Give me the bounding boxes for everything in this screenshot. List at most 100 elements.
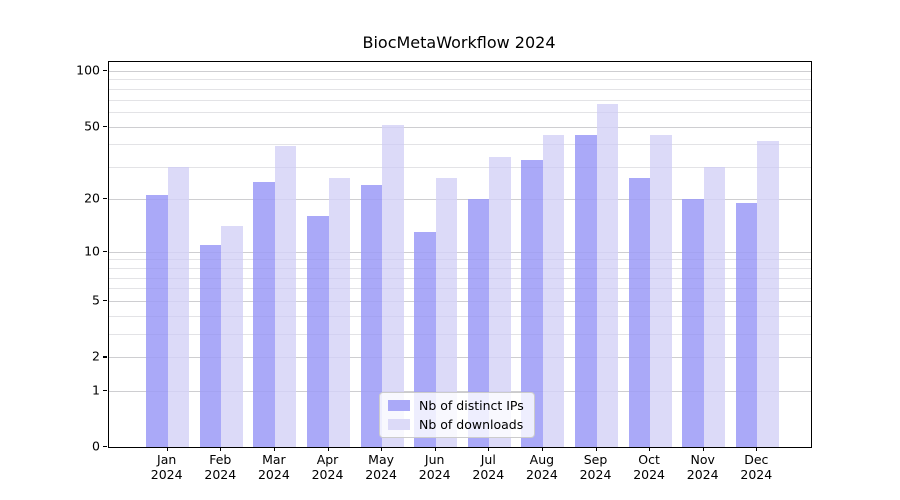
gridline-minor — [109, 334, 811, 336]
bar-downloads-jul — [489, 157, 511, 447]
gridline-major — [109, 251, 811, 253]
y-tick-label: 10 — [84, 243, 100, 259]
y-tick-label: 2 — [92, 348, 100, 364]
gridline-minor — [109, 288, 811, 290]
bar-downloads-aug — [542, 135, 565, 447]
x-tick-label: Oct 2024 — [633, 452, 665, 482]
y-tick-mark — [103, 300, 107, 302]
y-tick-mark — [103, 69, 107, 72]
x-tick-mark — [220, 447, 222, 451]
x-tick-mark — [327, 447, 329, 451]
bar-distinct-ips-apr — [307, 216, 329, 447]
bar-distinct-ips-sep — [575, 135, 597, 447]
x-tick-label: Feb 2024 — [204, 452, 237, 482]
gridline-overlay — [109, 288, 811, 290]
gridline-overlay — [109, 99, 811, 101]
bar-distinct-ips-oct — [628, 178, 651, 447]
gridline-minor — [109, 259, 811, 261]
gridline-major — [109, 301, 811, 302]
x-tick-label: Jan 2024 — [150, 452, 183, 482]
gridline-overlay — [109, 126, 811, 128]
gridline-minor — [109, 79, 811, 81]
gridline-minor — [109, 167, 811, 169]
bar-distinct-ips-dec — [735, 202, 758, 447]
bar-distinct-ips-feb — [199, 244, 222, 447]
gridline-overlay — [109, 259, 811, 261]
legend-item-downloads: Nb of downloads — [388, 417, 524, 432]
gridline-minor — [109, 112, 811, 114]
y-tick-mark — [103, 197, 107, 200]
bar-distinct-ips-jul — [467, 198, 490, 447]
y-tick-label: 20 — [84, 190, 100, 206]
bar-downloads-jun — [435, 178, 458, 447]
gridline-overlay — [109, 198, 811, 200]
x-tick-label: May 2024 — [365, 452, 397, 482]
y-tick-label: 1 — [92, 382, 100, 398]
gridline-overlay — [109, 251, 811, 253]
gridline-overlay — [109, 357, 811, 359]
gridline-minor — [109, 99, 811, 101]
gridline-minor — [109, 267, 811, 269]
bar-downloads-mar — [274, 146, 297, 447]
x-tick-mark — [649, 447, 651, 451]
x-tick-label: Dec 2024 — [740, 452, 773, 482]
x-tick-mark — [381, 447, 383, 451]
chart-title: BiocMetaWorkflow 2024 — [362, 33, 556, 52]
gridline-overlay — [109, 112, 811, 114]
gridline-overlay — [109, 167, 811, 169]
x-tick-mark — [541, 447, 544, 451]
gridline-major — [109, 70, 811, 72]
gridline-major — [109, 390, 811, 392]
y-tick-mark — [103, 250, 107, 252]
y-tick-mark — [103, 389, 107, 391]
gridline-major — [109, 198, 811, 200]
bar-distinct-ips-may — [360, 184, 383, 447]
gridline-overlay — [109, 301, 811, 302]
gridline-minor — [109, 315, 811, 317]
y-tick-mark — [103, 125, 107, 127]
bar-distinct-ips-nov — [682, 198, 704, 447]
bar-downloads-sep — [596, 104, 618, 447]
x-tick-label: Apr 2024 — [311, 452, 344, 482]
x-tick-mark — [273, 447, 276, 451]
gridline-minor — [109, 277, 811, 279]
x-tick-mark — [702, 447, 704, 451]
gridline-overlay — [109, 79, 811, 81]
bar-distinct-ips-aug — [521, 159, 543, 447]
bar-downloads-may — [382, 125, 404, 447]
bar-downloads-apr — [328, 178, 350, 447]
y-tick-label: 5 — [92, 292, 100, 308]
bar-distinct-ips-mar — [253, 181, 275, 447]
gridline-overlay — [109, 70, 811, 72]
bar-downloads-nov — [703, 167, 726, 447]
gridline-minor — [109, 88, 811, 90]
y-tick-label: 100 — [76, 62, 100, 78]
gridline-overlay — [109, 267, 811, 269]
x-tick-label: Nov 2024 — [686, 452, 719, 482]
gridline-minor — [109, 144, 811, 146]
x-tick-mark — [434, 447, 436, 451]
y-tick-label: 50 — [84, 118, 100, 134]
bar-downloads-feb — [221, 226, 243, 447]
gridline-overlay — [109, 277, 811, 279]
gridline-overlay — [109, 315, 811, 317]
legend-swatch-distinct-ips — [388, 400, 410, 411]
legend-swatch-downloads — [388, 419, 410, 430]
legend-label-downloads: Nb of downloads — [419, 417, 524, 432]
legend-item-distinct-ips: Nb of distinct IPs — [388, 398, 524, 413]
gridline-overlay — [109, 88, 811, 90]
gridline-major — [109, 126, 811, 128]
y-tick-mark — [103, 356, 107, 358]
x-tick-label: Jul 2024 — [472, 452, 505, 482]
legend: Nb of distinct IPs Nb of downloads — [379, 392, 535, 438]
x-tick-mark — [488, 447, 490, 451]
gridline-overlay — [109, 334, 811, 336]
gridline-overlay — [109, 390, 811, 392]
legend-label-distinct-ips: Nb of distinct IPs — [419, 398, 524, 413]
gridline-overlay — [109, 144, 811, 146]
gridline-major — [109, 357, 811, 359]
y-tick-label: 0 — [92, 438, 100, 454]
x-tick-label: Jun 2024 — [418, 452, 451, 482]
bar-downloads-oct — [650, 135, 672, 447]
